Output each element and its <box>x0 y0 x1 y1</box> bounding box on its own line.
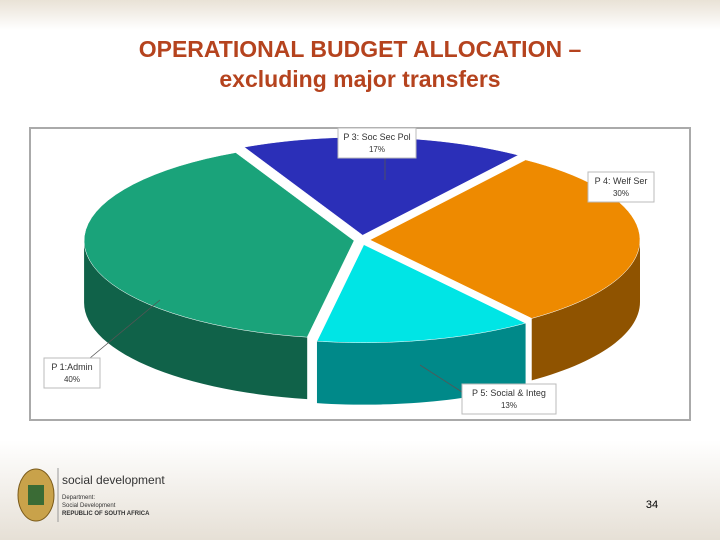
value-label: 30% <box>613 189 629 198</box>
logo <box>17 468 59 522</box>
value-label: 40% <box>64 375 80 384</box>
value-label: 17% <box>369 145 385 154</box>
category-label: P 1:Admin <box>51 362 92 372</box>
pie: P 1:Admin 40% P 3: Soc Sec Pol 17% P 4: Welf… <box>43 127 655 415</box>
label-box <box>587 171 655 203</box>
leader-line <box>89 299 161 359</box>
page-number: 34 <box>646 499 658 511</box>
slice <box>316 244 527 343</box>
dept-label: Department: <box>62 495 95 501</box>
header-band <box>0 0 720 30</box>
label-box <box>461 383 557 415</box>
country: REPUBLIC OF SOUTH AFRICA <box>62 511 150 517</box>
category-label: P 4: Welf Ser <box>595 176 648 186</box>
slice <box>369 159 641 319</box>
slice-side <box>84 240 308 400</box>
category-label: P 5: Social & Integ <box>472 388 546 398</box>
leader-line <box>419 364 463 393</box>
label-box <box>337 127 417 159</box>
brand: social development <box>62 473 165 487</box>
footer-band <box>0 440 720 540</box>
category-label: P 3: Soc Sec Pol <box>343 132 410 142</box>
chart-title: OPERATIONAL BUDGET ALLOCATION – excludin… <box>138 36 582 92</box>
slice <box>83 152 355 338</box>
label-box <box>43 357 101 389</box>
value-label: 13% <box>501 401 517 410</box>
slice-side <box>531 239 640 381</box>
dept-name: Social Development <box>62 503 116 509</box>
